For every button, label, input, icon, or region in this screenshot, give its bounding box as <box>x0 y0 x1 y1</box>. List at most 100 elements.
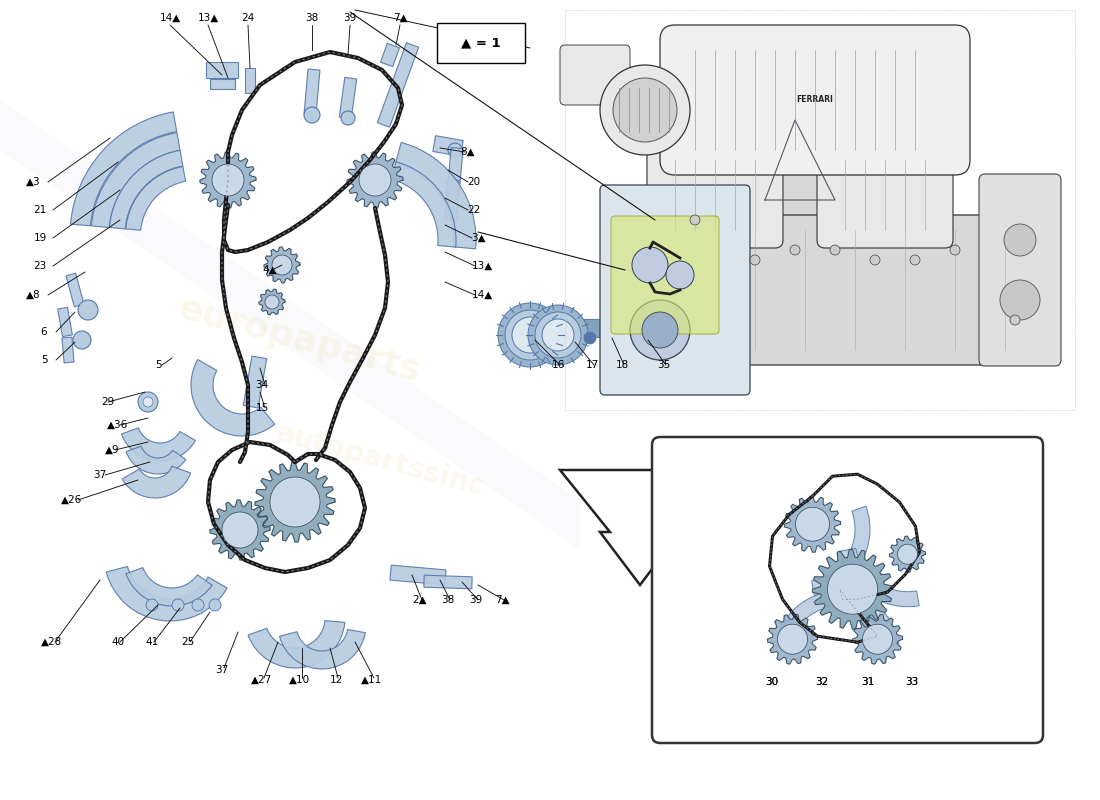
Circle shape <box>270 477 320 527</box>
Polygon shape <box>576 319 604 337</box>
Text: 16: 16 <box>551 360 564 370</box>
Wedge shape <box>812 506 870 596</box>
Text: autopartssinc: autopartssinc <box>273 418 487 502</box>
FancyBboxPatch shape <box>437 23 525 63</box>
Wedge shape <box>125 166 186 230</box>
Polygon shape <box>0 100 580 550</box>
FancyBboxPatch shape <box>610 216 719 334</box>
Circle shape <box>222 512 258 548</box>
Text: ▲8: ▲8 <box>25 290 41 300</box>
Circle shape <box>209 599 221 611</box>
Text: 14▲: 14▲ <box>472 290 493 300</box>
Text: ▲9: ▲9 <box>104 445 119 455</box>
Polygon shape <box>209 79 234 89</box>
Text: 33: 33 <box>905 677 918 687</box>
Circle shape <box>212 164 244 196</box>
Polygon shape <box>377 43 419 127</box>
Text: 39: 39 <box>343 13 356 23</box>
Text: 37: 37 <box>216 665 229 675</box>
Polygon shape <box>390 565 446 585</box>
Text: 20: 20 <box>468 177 481 187</box>
Wedge shape <box>279 630 365 669</box>
FancyBboxPatch shape <box>979 174 1062 366</box>
Polygon shape <box>560 470 680 585</box>
Circle shape <box>910 255 920 265</box>
Text: ▲28: ▲28 <box>42 637 63 647</box>
Polygon shape <box>890 536 925 572</box>
Text: 37: 37 <box>94 470 107 480</box>
Text: 33: 33 <box>905 677 918 687</box>
Polygon shape <box>446 180 459 220</box>
Polygon shape <box>258 289 285 315</box>
Text: 13▲: 13▲ <box>472 261 493 271</box>
Polygon shape <box>432 136 463 156</box>
FancyBboxPatch shape <box>600 185 750 395</box>
Circle shape <box>1000 280 1040 320</box>
Wedge shape <box>70 112 177 226</box>
Circle shape <box>192 599 204 611</box>
Text: 6: 6 <box>41 327 47 337</box>
Circle shape <box>862 624 892 654</box>
Text: ▲11: ▲11 <box>362 675 383 685</box>
Text: 32: 32 <box>815 677 828 687</box>
Circle shape <box>505 310 556 360</box>
FancyBboxPatch shape <box>660 25 970 175</box>
Circle shape <box>827 564 878 614</box>
Polygon shape <box>339 78 356 118</box>
Polygon shape <box>62 337 74 363</box>
Circle shape <box>172 599 184 611</box>
Polygon shape <box>304 69 320 115</box>
Polygon shape <box>255 462 336 542</box>
Wedge shape <box>191 359 275 436</box>
Text: 30: 30 <box>766 677 779 687</box>
Circle shape <box>528 305 588 365</box>
Circle shape <box>750 255 760 265</box>
Text: 5: 5 <box>155 360 162 370</box>
Polygon shape <box>644 319 660 341</box>
Circle shape <box>632 247 668 283</box>
Circle shape <box>304 107 320 123</box>
Polygon shape <box>813 550 892 629</box>
Polygon shape <box>768 614 817 664</box>
Circle shape <box>146 599 158 611</box>
Wedge shape <box>122 466 190 498</box>
Circle shape <box>830 245 840 255</box>
Polygon shape <box>206 62 238 78</box>
FancyBboxPatch shape <box>733 158 857 262</box>
Circle shape <box>600 65 690 155</box>
FancyBboxPatch shape <box>652 437 1043 743</box>
Polygon shape <box>447 147 463 197</box>
Polygon shape <box>210 500 270 560</box>
Wedge shape <box>395 142 476 249</box>
Text: 17: 17 <box>585 360 598 370</box>
Circle shape <box>610 323 625 337</box>
Circle shape <box>535 312 581 358</box>
Text: ▲10: ▲10 <box>289 675 310 685</box>
Circle shape <box>265 295 279 309</box>
Polygon shape <box>200 152 256 208</box>
Polygon shape <box>66 274 84 306</box>
Text: 35: 35 <box>658 360 671 370</box>
Circle shape <box>276 259 288 271</box>
Text: europaparts: europaparts <box>175 291 426 389</box>
FancyBboxPatch shape <box>817 142 953 248</box>
Circle shape <box>359 164 390 196</box>
Wedge shape <box>392 162 456 247</box>
Text: 15: 15 <box>255 403 268 413</box>
Circle shape <box>950 245 960 255</box>
Circle shape <box>795 507 829 542</box>
Text: 24: 24 <box>241 13 254 23</box>
Text: FERRARI: FERRARI <box>796 95 834 105</box>
Text: 5: 5 <box>41 355 47 365</box>
Text: 21: 21 <box>33 205 46 215</box>
Text: 7▲: 7▲ <box>393 13 407 23</box>
Text: 31: 31 <box>861 677 875 687</box>
Text: 38: 38 <box>306 13 319 23</box>
Circle shape <box>341 111 355 125</box>
Circle shape <box>138 392 158 412</box>
Text: ▲26: ▲26 <box>62 495 82 505</box>
Text: 4▲: 4▲ <box>263 265 277 275</box>
Text: 18: 18 <box>615 360 628 370</box>
Text: 22: 22 <box>468 205 481 215</box>
Wedge shape <box>126 446 186 474</box>
